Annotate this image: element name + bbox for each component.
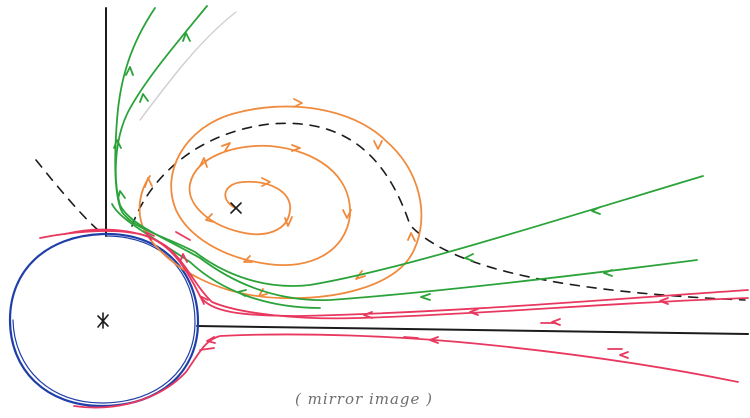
flow-dash <box>199 347 215 351</box>
streamline <box>114 5 698 301</box>
pink-arrowheads <box>145 231 669 359</box>
arrowhead-icon <box>199 295 209 305</box>
arrowhead-icon <box>591 206 601 215</box>
arrowhead-icon <box>291 144 301 152</box>
arrowhead-icon <box>355 270 366 280</box>
arrowhead-icon <box>407 232 416 242</box>
arrowhead-icon <box>342 209 352 219</box>
horizontal-wall <box>196 325 749 335</box>
arrowhead-icon <box>113 139 122 149</box>
arrowhead-icon <box>139 93 149 103</box>
faint-streamline <box>139 11 237 121</box>
arrowhead-icon <box>125 66 134 76</box>
arrowhead-icon <box>293 98 303 108</box>
arrowhead-icon <box>182 32 191 42</box>
short-flow-dashes <box>175 231 623 351</box>
streamline <box>111 203 321 309</box>
caption: ( mirror image ) <box>295 390 433 408</box>
flow-dash <box>403 336 419 339</box>
arrowhead-icon <box>464 253 474 262</box>
arrowhead-icon <box>205 213 215 223</box>
arrowhead-icon <box>619 351 629 359</box>
arrowhead-icon <box>145 231 155 241</box>
vortex-center-icon <box>230 202 242 214</box>
arrowhead-icon <box>261 177 271 187</box>
vortex-arrowheads <box>144 98 416 297</box>
cylinder-center-icon <box>97 312 109 329</box>
separatrix-left <box>35 159 99 231</box>
outer-streamlines <box>111 5 704 309</box>
arrowhead-icon <box>469 308 479 316</box>
arrowhead-icon <box>659 297 669 305</box>
lower-streamlines <box>39 228 749 409</box>
arrowhead-icon <box>363 311 373 319</box>
arrowhead-icon <box>221 142 231 152</box>
arrowhead-icon <box>420 293 431 301</box>
separatrix <box>35 122 746 301</box>
arrowhead-icon <box>117 190 126 200</box>
walls <box>105 7 749 335</box>
arrowhead-icon <box>603 269 613 277</box>
streamline <box>114 7 704 287</box>
cylinder-outline <box>8 232 200 408</box>
arrowhead-icon <box>206 336 216 344</box>
streamline <box>73 333 739 409</box>
recirculation-vortex <box>138 98 423 300</box>
arrowhead-icon <box>199 157 208 168</box>
arrowhead-icon <box>179 253 188 263</box>
arrowhead-icon <box>237 289 247 297</box>
arrowhead-icon <box>429 336 439 344</box>
streamline <box>64 228 749 320</box>
green-arrowheads <box>113 32 613 301</box>
vortex-spiral <box>138 105 423 300</box>
arrowhead-icon <box>551 318 561 326</box>
flow-dash <box>175 231 191 241</box>
arrowhead-icon <box>243 255 253 263</box>
arrowhead-icon <box>373 140 383 150</box>
arrowhead-icon <box>284 216 293 227</box>
arrowhead-icon <box>144 177 153 188</box>
